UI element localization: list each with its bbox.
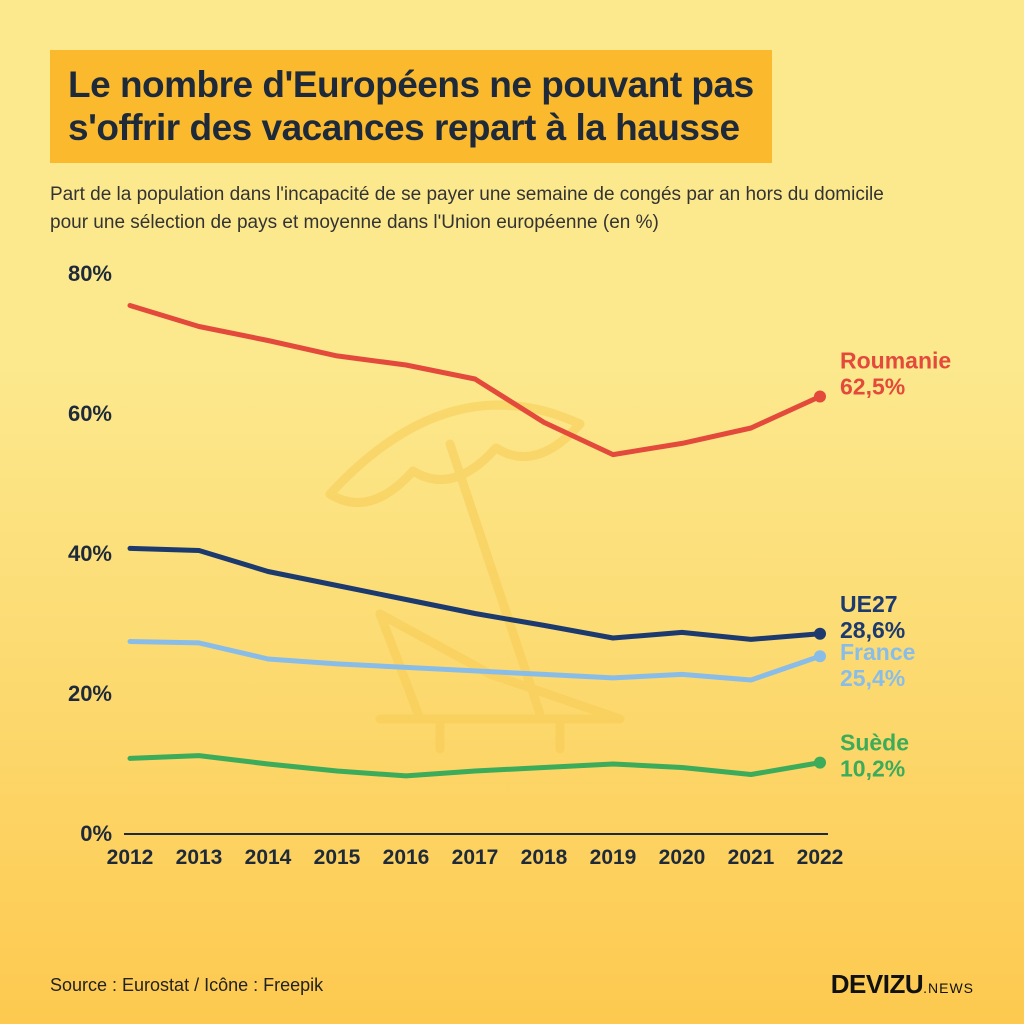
x-tick-label: 2013: [176, 846, 223, 869]
subtitle: Part de la population dans l'incapacité …: [50, 181, 910, 236]
source-text: Source : Eurostat / Icône : Freepik: [50, 975, 323, 996]
x-tick-label: 2020: [659, 846, 706, 869]
y-tick-label: 80%: [68, 264, 112, 286]
x-tick-label: 2017: [452, 846, 499, 869]
title-line1: Le nombre d'Européens ne pouvant pas: [68, 64, 754, 107]
y-tick-label: 60%: [68, 401, 112, 426]
brand-tld: .NEWS: [923, 980, 974, 996]
x-tick-label: 2021: [728, 846, 775, 869]
series-label: Roumanie: [840, 348, 951, 374]
infographic-container: Le nombre d'Européens ne pouvant pas s'o…: [0, 0, 1024, 1024]
x-tick-label: 2016: [383, 846, 430, 869]
series-ue27: [130, 549, 820, 640]
series-end-marker: [814, 757, 826, 769]
x-tick-label: 2012: [107, 846, 154, 869]
brand-logo: DEVIZU.NEWS: [831, 969, 974, 1000]
y-tick-label: 20%: [68, 681, 112, 706]
series-label: Suède: [840, 730, 909, 756]
x-tick-label: 2015: [314, 846, 361, 869]
series-label: France: [840, 639, 915, 665]
title-box: Le nombre d'Européens ne pouvant pas s'o…: [50, 50, 772, 163]
line-chart: 0% 20% 40% 60% 80% 2012 2013 2014 2015 2016 2017 20…: [50, 264, 970, 884]
x-tick-label: 2022: [797, 846, 844, 869]
y-tick-label: 40%: [68, 541, 112, 566]
series-value: 62,5%: [840, 374, 905, 400]
series-suède: [130, 756, 820, 776]
series-roumanie: [130, 306, 820, 455]
x-tick-label: 2018: [521, 846, 568, 869]
brand-main: DEVIZU: [831, 969, 923, 999]
series-value: 25,4%: [840, 665, 905, 691]
title-line2: s'offrir des vacances repart à la hausse: [68, 107, 754, 150]
x-tick-label: 2019: [590, 846, 637, 869]
series-end-marker: [814, 650, 826, 662]
series-end-marker: [814, 391, 826, 403]
chart-svg: 0% 20% 40% 60% 80% 2012 2013 2014 2015 2016 2017 20…: [50, 264, 970, 884]
series-end-marker: [814, 628, 826, 640]
beach-umbrella-icon: [330, 405, 620, 749]
y-tick-label: 0%: [80, 821, 112, 846]
series-label: UE27: [840, 591, 898, 617]
x-tick-label: 2014: [245, 846, 292, 869]
series-value: 10,2%: [840, 756, 905, 782]
